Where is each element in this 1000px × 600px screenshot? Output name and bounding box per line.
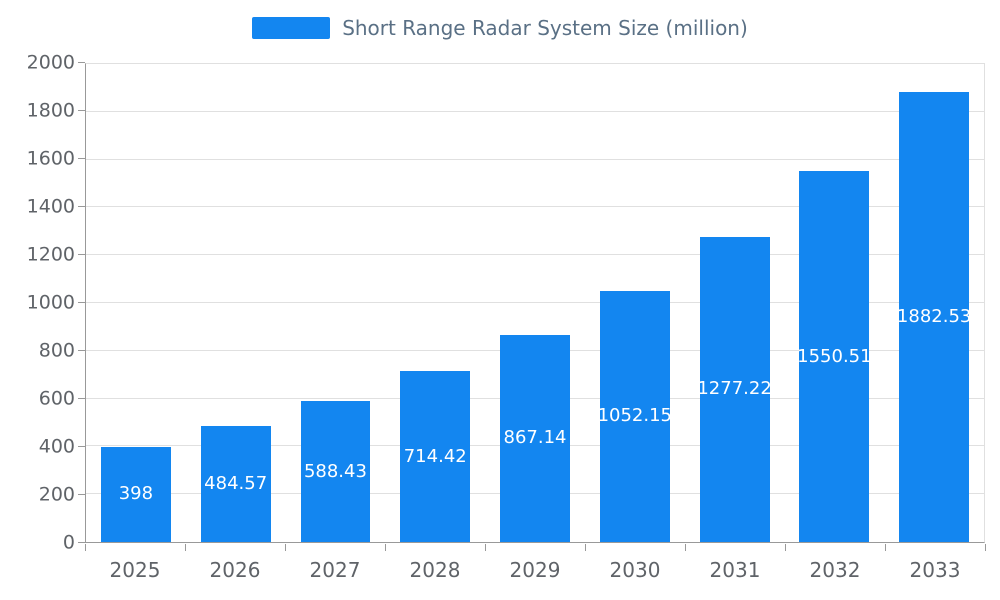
x-tick-mark bbox=[785, 544, 786, 551]
x-tick-mark bbox=[185, 544, 186, 551]
x-tick-mark bbox=[384, 544, 386, 551]
y-tick-label: 1800 bbox=[26, 99, 75, 122]
y-tick-mark bbox=[78, 206, 85, 207]
bar-cell: 398 bbox=[86, 64, 186, 542]
y-tick-mark bbox=[78, 158, 85, 159]
y-tick-mark bbox=[78, 302, 85, 303]
x-axis-labels: 2025 2026 2027 2028 2029 2030 2031 2032 2033 bbox=[85, 558, 985, 582]
x-tick-label: 2026 bbox=[209, 558, 261, 582]
x-tick-label: 2030 bbox=[609, 558, 661, 582]
y-tick-mark bbox=[78, 398, 85, 399]
bar-value-label: 867.14 bbox=[503, 427, 567, 449]
bar-value-label: 1882.53 bbox=[896, 306, 972, 328]
y-tick-label: 2000 bbox=[26, 51, 75, 74]
gridline bbox=[86, 302, 984, 303]
y-tick-mark bbox=[78, 494, 85, 495]
bar-2032[interactable]: 1550.51 bbox=[797, 171, 872, 542]
y-tick-label: 800 bbox=[38, 339, 75, 362]
bar-cell: 1882.53 bbox=[884, 64, 984, 542]
bar-cell: 1550.51 bbox=[784, 64, 884, 542]
x-tick-mark bbox=[885, 544, 886, 551]
y-tick-mark bbox=[78, 446, 85, 447]
y-axis-ticks bbox=[78, 62, 85, 543]
x-tick-label: 2025 bbox=[109, 558, 161, 582]
y-tick-mark bbox=[78, 110, 85, 111]
bar-cell: 1277.22 bbox=[685, 64, 785, 542]
x-axis-ticks bbox=[85, 544, 986, 551]
bar-value-label: 714.42 bbox=[403, 445, 467, 467]
y-tick-label: 200 bbox=[38, 483, 75, 506]
bar-value-label: 1052.15 bbox=[597, 405, 673, 427]
x-tick-mark bbox=[585, 544, 586, 551]
bar-2029[interactable]: 867.14 bbox=[500, 334, 570, 542]
bar-value-label: 1277.22 bbox=[697, 378, 772, 400]
y-tick-mark bbox=[78, 350, 85, 351]
bar-2031[interactable]: 1277.22 bbox=[697, 236, 772, 542]
bar-2030[interactable]: 1052.15 bbox=[597, 290, 673, 542]
bar-series: 398 484.57 588.43 714.42 867.14 1052.15 1277.2… bbox=[86, 64, 984, 542]
bar-cell: 588.43 bbox=[286, 64, 386, 542]
plot-area: 398 484.57 588.43 714.42 867.14 1052.15 1277.2… bbox=[85, 63, 985, 543]
y-tick-mark bbox=[78, 254, 85, 255]
x-tick-label: 2031 bbox=[709, 558, 761, 582]
x-tick-mark bbox=[985, 544, 986, 551]
x-tick-mark bbox=[684, 544, 686, 551]
bar-2025[interactable]: 398 bbox=[100, 446, 171, 542]
y-tick-label: 600 bbox=[38, 387, 75, 410]
bar-2033[interactable]: 1882.53 bbox=[896, 92, 972, 542]
x-tick-mark bbox=[485, 544, 486, 551]
bar-cell: 867.14 bbox=[485, 64, 585, 542]
y-tick-mark bbox=[78, 542, 85, 543]
x-tick-label: 2027 bbox=[309, 558, 361, 582]
gridline bbox=[86, 110, 984, 112]
bar-value-label: 484.57 bbox=[204, 473, 268, 495]
x-tick-label: 2028 bbox=[409, 558, 461, 582]
bar-cell: 714.42 bbox=[385, 64, 485, 542]
bar-2027[interactable]: 588.43 bbox=[300, 401, 371, 542]
y-tick-label: 1600 bbox=[26, 147, 75, 170]
gridline bbox=[86, 206, 984, 208]
gridline bbox=[86, 254, 984, 256]
bar-cell: 484.57 bbox=[186, 64, 286, 542]
legend[interactable]: Short Range Radar System Size (million) bbox=[0, 16, 1000, 40]
y-tick-label: 0 bbox=[62, 531, 75, 554]
bar-2028[interactable]: 714.42 bbox=[400, 371, 471, 542]
legend-label: Short Range Radar System Size (million) bbox=[342, 16, 748, 40]
x-tick-label: 2029 bbox=[509, 558, 561, 582]
bar-value-label: 398 bbox=[118, 483, 154, 505]
gridline bbox=[86, 158, 984, 160]
y-tick-label: 1000 bbox=[26, 291, 75, 314]
x-tick-label: 2033 bbox=[909, 558, 961, 582]
x-tick-label: 2032 bbox=[809, 558, 861, 582]
x-tick-mark bbox=[85, 544, 86, 551]
legend-swatch-icon bbox=[252, 17, 331, 39]
y-tick-mark bbox=[78, 62, 85, 63]
y-axis-labels: 0 200 400 600 800 1000 1200 1400 1600 1800 2000 bbox=[0, 53, 75, 552]
y-tick-label: 400 bbox=[38, 435, 75, 458]
x-tick-mark bbox=[285, 544, 286, 551]
y-tick-label: 1400 bbox=[26, 195, 75, 218]
bar-2026[interactable]: 484.57 bbox=[200, 426, 271, 542]
bar-value-label: 588.43 bbox=[303, 460, 367, 482]
bar-value-label: 1550.51 bbox=[797, 345, 872, 367]
bar-cell: 1052.15 bbox=[585, 64, 685, 542]
y-tick-label: 1200 bbox=[26, 243, 75, 266]
